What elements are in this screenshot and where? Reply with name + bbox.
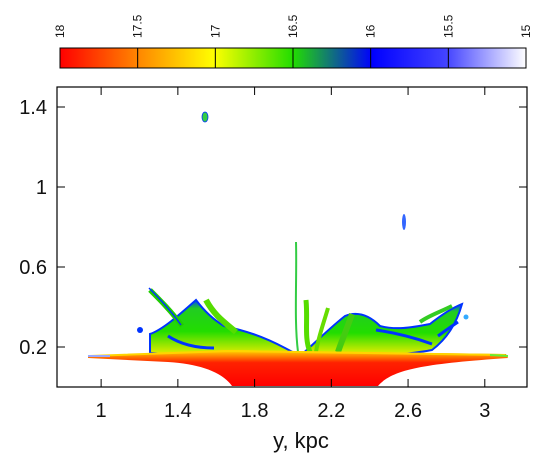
filament-left-1-edge: [148, 287, 182, 326]
x-axis-label: y, kpc: [273, 428, 329, 453]
plot-area: 1 1.4 1.8 2.2 2.6 3 0.2 0.6 1 1.4 y, kpc: [19, 86, 528, 453]
plot-frame: [56, 86, 528, 388]
colorbar-tick-label: 16.5: [286, 14, 300, 38]
blob-left-small: [137, 327, 143, 333]
colorbar-tick-label: 18: [53, 24, 67, 38]
filament-right-2: [418, 304, 453, 324]
y-tick-label: 0.2: [19, 337, 47, 359]
blob-right: [402, 214, 406, 230]
x-tick-label: 3: [479, 400, 490, 422]
x-tick-label: 1.4: [164, 400, 192, 422]
density-field: [88, 111, 509, 386]
y-tick-label: 1: [36, 177, 47, 199]
sheet-top-edge: [89, 349, 506, 357]
dense-sheet: [88, 350, 508, 386]
blue-fringe-right: [437, 320, 459, 338]
filament-center-jet: [294, 241, 299, 353]
x-axis: 1 1.4 1.8 2.2 2.6 3: [96, 87, 490, 422]
filament-right-1: [335, 313, 355, 353]
filament-center-3: [314, 307, 330, 353]
x-tick-label: 2.6: [394, 400, 422, 422]
colorbar-ticks: 18 17.5 17 16.5 16 15.5 15: [53, 14, 533, 68]
sheet-right-tip: [489, 354, 509, 357]
y-tick-label: 0.6: [19, 257, 47, 279]
colorbar-tick-label: 17.5: [131, 14, 145, 38]
blue-fringe-left: [167, 334, 215, 350]
colorbar: 18 17.5 17 16.5 16 15.5 15: [53, 14, 533, 69]
colorbar-tick-label: 17: [208, 24, 222, 38]
colorbar-tick-label: 15.5: [441, 14, 455, 38]
colorbar-tick-label: 16: [364, 24, 378, 38]
spray-plume-left: [149, 298, 304, 358]
filament-left-2: [203, 298, 238, 335]
blob-right-small: [463, 314, 469, 320]
filament-right-edge: [375, 328, 433, 346]
blob-upper: [201, 111, 209, 123]
y-tick-label: 1.4: [19, 97, 47, 119]
colorbar-tick-label: 15: [519, 24, 533, 38]
filament-center-2: [303, 299, 313, 353]
x-tick-label: 1.8: [241, 400, 269, 422]
x-tick-label: 1: [96, 400, 107, 422]
y-axis: 0.2 0.6 1 1.4: [19, 97, 527, 359]
x-tick-label: 2.2: [317, 400, 345, 422]
